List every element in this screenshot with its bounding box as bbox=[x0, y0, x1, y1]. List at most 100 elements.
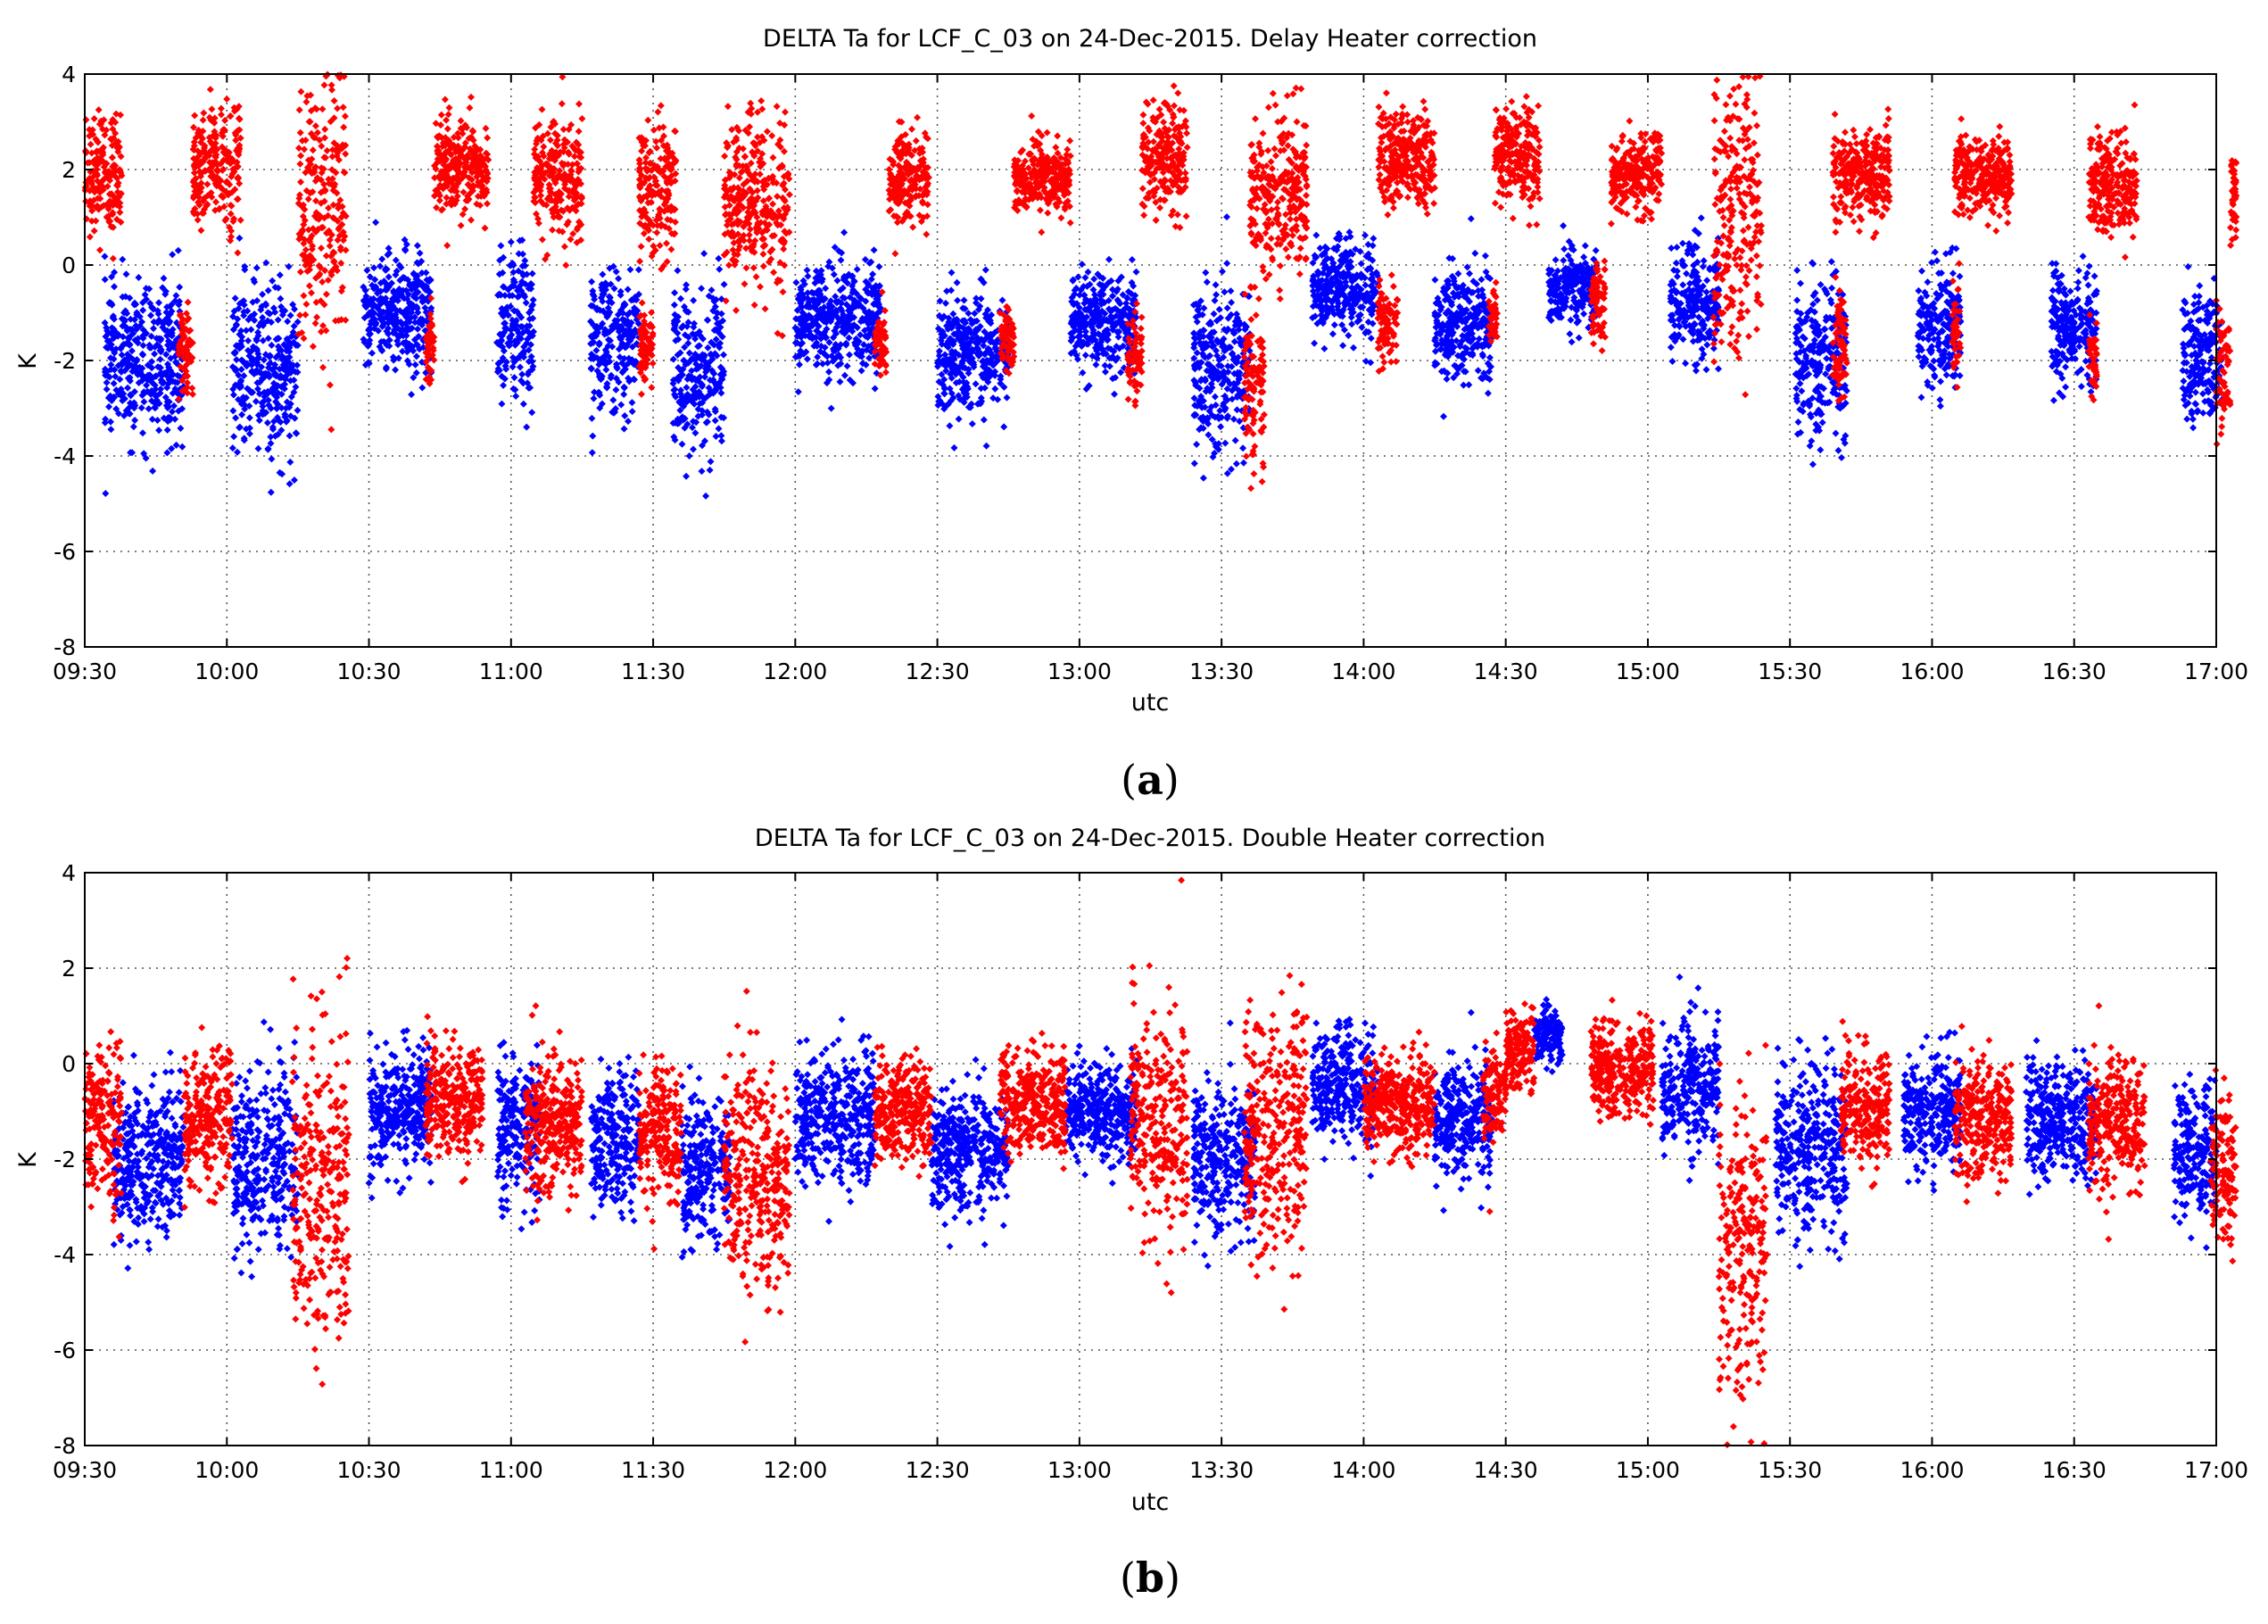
data-point bbox=[412, 352, 420, 360]
data-point bbox=[1190, 329, 1198, 337]
data-point bbox=[617, 401, 625, 409]
data-point bbox=[1673, 244, 1681, 252]
data-point bbox=[1111, 390, 1118, 398]
data-point bbox=[161, 290, 170, 298]
data-point bbox=[416, 249, 424, 257]
data-point bbox=[156, 355, 164, 363]
data-point bbox=[2084, 281, 2092, 289]
data-point bbox=[277, 294, 285, 302]
data-point bbox=[139, 306, 147, 314]
data-point bbox=[1703, 341, 1711, 349]
data-point bbox=[620, 425, 628, 433]
data-point bbox=[118, 351, 126, 359]
data-point bbox=[1668, 244, 1676, 253]
point-cluster bbox=[1309, 228, 1382, 367]
data-point bbox=[803, 355, 811, 363]
data-point bbox=[418, 384, 426, 392]
data-point bbox=[116, 376, 124, 384]
data-point bbox=[132, 322, 140, 330]
data-point bbox=[1580, 253, 1588, 261]
data-point bbox=[130, 316, 138, 324]
data-point bbox=[871, 385, 879, 393]
data-point bbox=[244, 336, 252, 344]
data-point bbox=[150, 318, 158, 326]
data-point bbox=[1560, 222, 1568, 229]
data-point bbox=[268, 455, 276, 463]
data-point bbox=[112, 372, 120, 380]
data-point bbox=[972, 380, 980, 388]
data-point bbox=[163, 449, 171, 457]
data-point bbox=[2062, 383, 2070, 391]
data-point bbox=[269, 277, 277, 285]
data-point bbox=[1339, 342, 1347, 350]
data-point bbox=[1702, 366, 1710, 374]
data-point bbox=[120, 316, 128, 324]
data-point bbox=[142, 454, 150, 462]
data-point bbox=[254, 444, 262, 452]
data-point bbox=[122, 407, 130, 415]
data-point bbox=[234, 448, 241, 456]
data-point bbox=[620, 384, 628, 392]
data-point bbox=[1443, 375, 1451, 383]
data-point bbox=[1128, 256, 1136, 263]
data-point bbox=[1956, 272, 1964, 280]
data-point bbox=[147, 311, 154, 319]
data-point bbox=[1239, 444, 1247, 452]
data-point bbox=[130, 388, 138, 395]
data-point bbox=[528, 269, 536, 278]
data-point bbox=[716, 265, 724, 273]
data-point bbox=[2074, 278, 2082, 286]
data-point bbox=[2180, 377, 2188, 385]
data-point bbox=[690, 445, 697, 453]
data-point bbox=[943, 287, 951, 295]
data-point bbox=[991, 385, 999, 393]
data-point bbox=[168, 444, 176, 452]
data-point bbox=[498, 400, 506, 408]
data-point bbox=[1552, 256, 1560, 264]
data-point bbox=[1350, 344, 1357, 352]
data-point bbox=[111, 283, 118, 291]
data-point bbox=[1668, 358, 1676, 365]
data-point bbox=[1834, 446, 1842, 454]
point-cluster bbox=[669, 250, 728, 500]
data-point bbox=[154, 399, 161, 407]
data-point bbox=[1330, 321, 1338, 329]
data-point bbox=[853, 265, 861, 273]
data-point bbox=[276, 271, 284, 279]
data-point bbox=[144, 361, 152, 369]
data-point bbox=[599, 270, 607, 278]
data-point bbox=[178, 405, 186, 413]
data-point bbox=[836, 377, 844, 385]
data-point bbox=[112, 405, 120, 413]
data-point bbox=[824, 359, 832, 367]
data-point bbox=[678, 440, 686, 448]
data-point bbox=[1193, 441, 1201, 448]
data-point bbox=[148, 358, 156, 366]
data-point bbox=[1700, 257, 1708, 265]
data-point bbox=[628, 399, 636, 407]
data-point bbox=[252, 264, 261, 272]
data-point bbox=[164, 360, 171, 369]
data-point bbox=[159, 284, 167, 292]
data-point bbox=[1467, 215, 1475, 223]
data-point bbox=[700, 250, 708, 258]
data-point bbox=[1838, 453, 1845, 461]
data-point bbox=[228, 444, 236, 452]
data-point bbox=[1915, 286, 1923, 294]
data-point bbox=[1918, 267, 1925, 275]
data-point bbox=[110, 379, 118, 387]
data-point bbox=[102, 415, 110, 423]
data-point bbox=[267, 433, 275, 441]
data-point bbox=[123, 327, 131, 335]
data-point bbox=[139, 335, 147, 343]
data-point bbox=[1223, 213, 1230, 221]
data-point bbox=[512, 393, 520, 400]
data-point bbox=[101, 253, 109, 261]
data-point bbox=[1370, 235, 1378, 243]
data-point bbox=[413, 242, 421, 250]
data-point bbox=[1949, 269, 1957, 278]
data-point bbox=[940, 390, 948, 398]
data-point bbox=[102, 490, 110, 497]
data-point bbox=[704, 344, 712, 352]
data-point bbox=[1682, 360, 1690, 368]
